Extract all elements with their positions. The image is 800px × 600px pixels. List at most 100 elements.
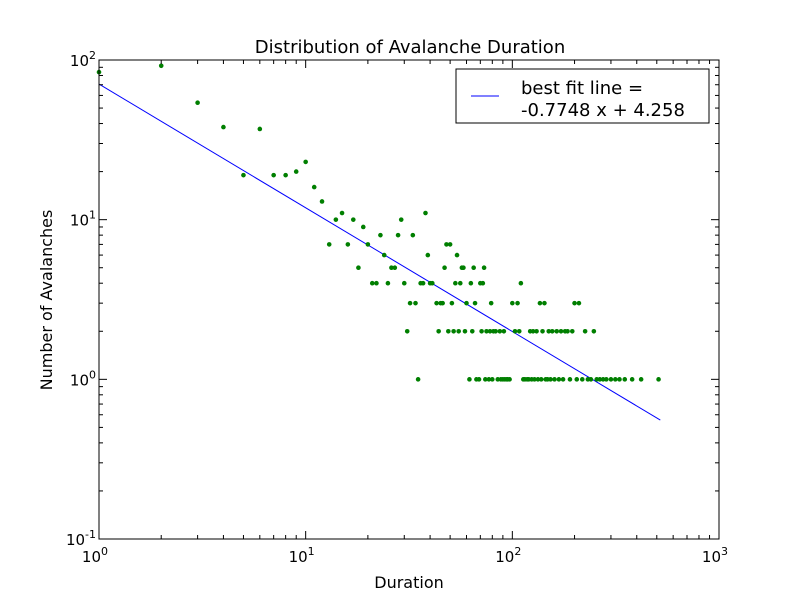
plot-frame <box>98 59 720 540</box>
legend-label-line2: -0.7748 x + 4.258 <box>521 100 685 121</box>
data-point <box>195 100 200 106</box>
data-point <box>567 377 573 382</box>
data-point <box>389 265 394 271</box>
x-axis-label: Duration <box>374 573 444 592</box>
data-point <box>378 232 383 238</box>
data-point <box>392 265 398 271</box>
data-point <box>464 300 469 306</box>
data-point <box>456 328 461 334</box>
data-point <box>423 210 428 216</box>
data-point <box>558 328 564 334</box>
data-point <box>629 377 635 382</box>
data-point <box>501 328 507 334</box>
legend-label-line1: best fit line = <box>521 78 643 99</box>
data-point <box>440 300 445 306</box>
data-point <box>404 328 410 334</box>
data-point <box>356 265 361 271</box>
data-point <box>538 377 544 382</box>
data-point <box>574 377 580 382</box>
data-point <box>469 328 475 334</box>
data-point <box>425 252 431 258</box>
data-point <box>472 300 478 306</box>
data-point <box>293 169 299 174</box>
data-point <box>622 377 628 382</box>
data-point <box>512 328 518 334</box>
data-point <box>493 328 498 334</box>
data-point <box>283 172 288 178</box>
data-point <box>468 280 474 286</box>
data-point <box>613 377 618 382</box>
data-point <box>507 377 512 382</box>
data-point <box>537 300 543 306</box>
data-point <box>350 217 356 222</box>
data-point <box>532 377 537 382</box>
data-point <box>257 126 263 132</box>
data-point <box>530 328 536 334</box>
data-point <box>339 210 345 216</box>
data-point <box>398 217 404 222</box>
data-point <box>617 377 622 382</box>
data-point <box>582 328 588 334</box>
data-point <box>360 224 366 230</box>
data-point <box>471 265 476 271</box>
data-point <box>518 280 524 286</box>
data-point <box>542 300 547 306</box>
data-point <box>604 377 609 382</box>
data-point <box>656 377 661 382</box>
data-point <box>453 280 458 286</box>
data-point <box>600 377 606 382</box>
data-point <box>415 377 421 382</box>
data-point <box>401 280 407 286</box>
data-point <box>303 159 308 165</box>
data-point <box>579 377 585 382</box>
data-point <box>560 377 566 382</box>
data-point <box>516 328 522 334</box>
data-point <box>476 377 482 382</box>
data-point <box>556 377 562 382</box>
data-point <box>597 377 603 382</box>
legend: best fit line = -0.7748 x + 4.258 <box>455 68 710 124</box>
data-point <box>158 63 164 69</box>
data-point <box>461 265 466 271</box>
data-point <box>333 217 339 222</box>
data-point <box>241 172 246 178</box>
data-point <box>467 377 472 382</box>
data-point <box>365 242 371 247</box>
data-point <box>436 328 441 334</box>
data-point <box>483 377 488 382</box>
data-point <box>413 300 418 306</box>
data-point <box>345 242 351 247</box>
plot-content <box>96 63 661 421</box>
data-point <box>410 232 416 238</box>
data-point <box>481 265 487 271</box>
data-point <box>549 328 555 334</box>
data-point <box>430 280 435 286</box>
data-point <box>374 280 379 286</box>
data-point <box>479 328 484 334</box>
data-point <box>449 300 455 306</box>
data-point <box>554 328 560 334</box>
y-axis-label: Number of Avalanches <box>37 210 56 391</box>
data-point <box>457 280 463 286</box>
data-point <box>534 328 539 334</box>
data-point <box>434 300 439 306</box>
data-point <box>535 377 541 382</box>
data-point <box>484 328 489 334</box>
data-point <box>515 300 520 306</box>
data-point <box>569 328 575 334</box>
data-point <box>638 377 644 382</box>
data-point <box>369 280 375 286</box>
data-point <box>221 124 226 130</box>
data-point <box>385 280 391 286</box>
data-point <box>420 280 426 286</box>
data-point <box>311 184 317 190</box>
data-point <box>572 300 577 306</box>
data-point <box>487 328 493 334</box>
data-point <box>548 377 553 382</box>
data-point <box>451 328 456 334</box>
data-point <box>490 377 495 382</box>
data-point <box>395 232 401 238</box>
data-point <box>271 172 276 178</box>
